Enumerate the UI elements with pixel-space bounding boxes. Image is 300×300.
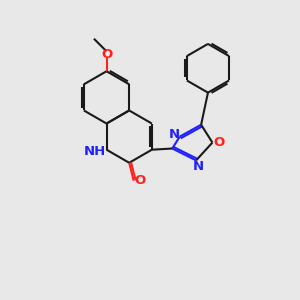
Text: O: O (101, 48, 112, 62)
Text: O: O (213, 136, 225, 149)
Text: O: O (135, 174, 146, 187)
Text: N: N (192, 160, 203, 173)
Text: NH: NH (84, 145, 106, 158)
Text: N: N (169, 128, 180, 141)
